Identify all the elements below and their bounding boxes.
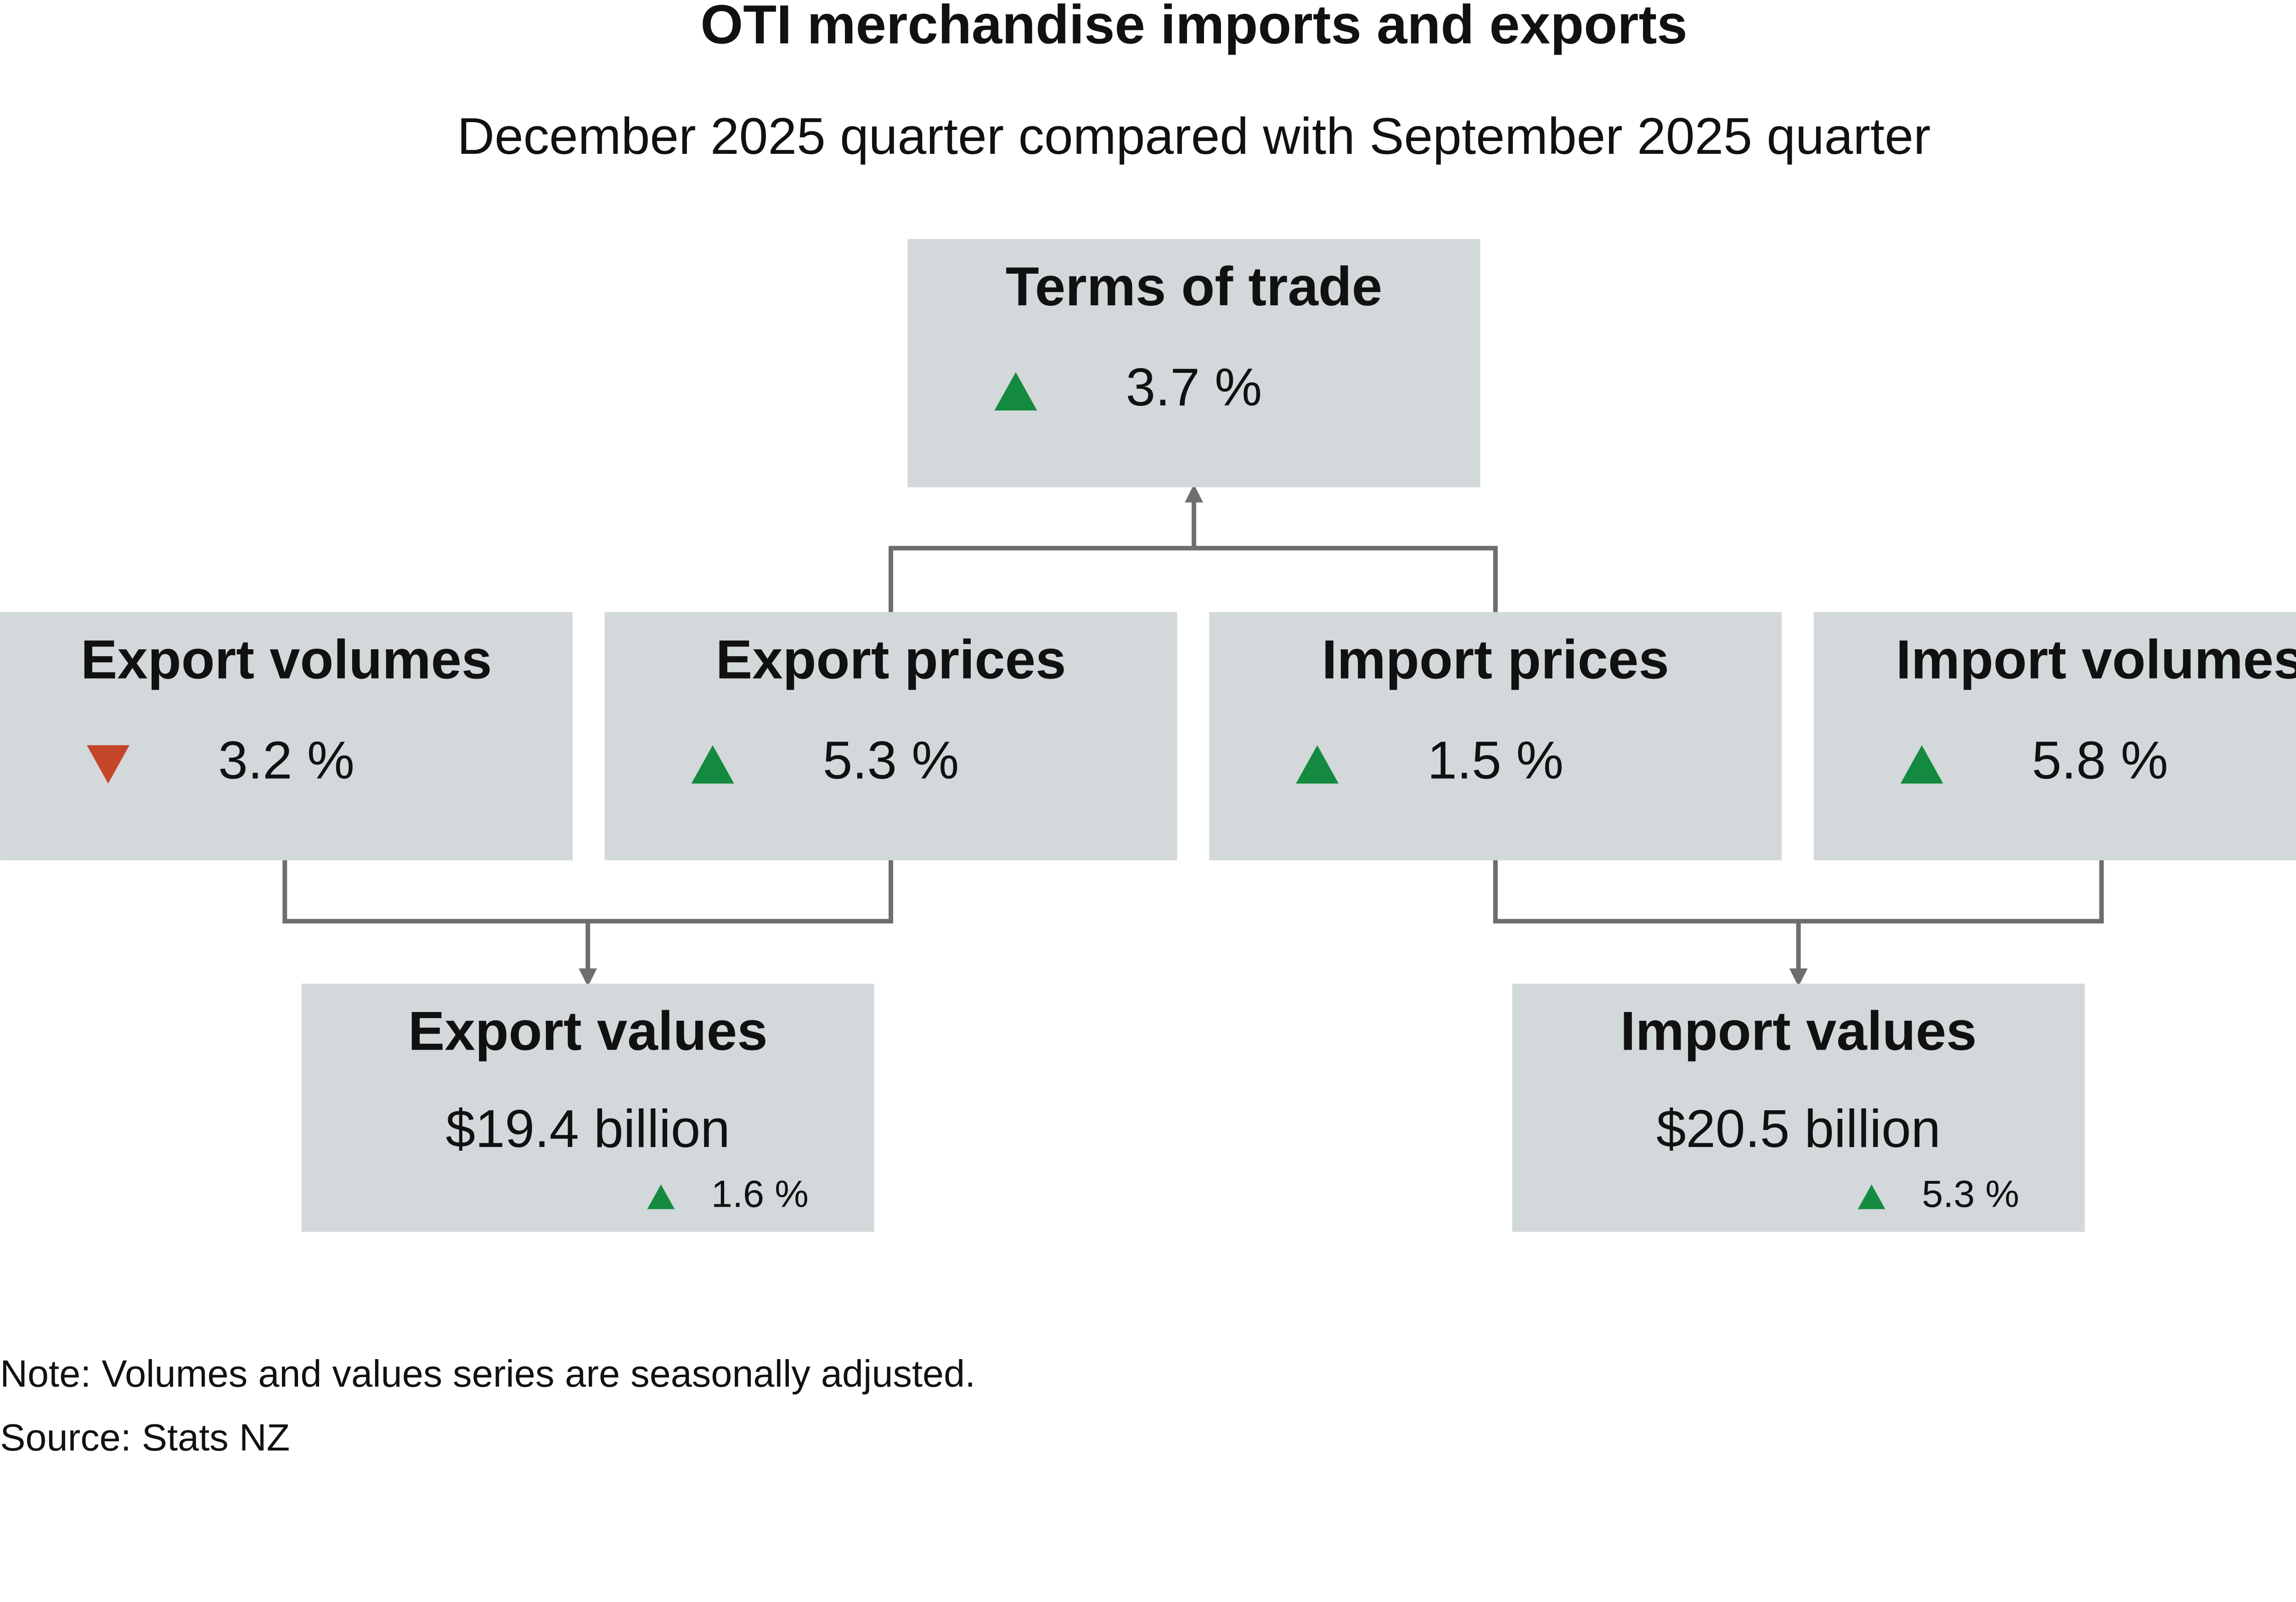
- node: Import values $20.5 billion 5.3 %: [1512, 984, 2085, 1232]
- node-label: Import values: [1620, 1001, 1976, 1062]
- up-arrow: [1900, 745, 1943, 784]
- up-arrow: [1857, 1184, 1885, 1209]
- node-label: Export values: [408, 1001, 768, 1062]
- node-value: 5.3 %: [823, 730, 959, 790]
- node: Export volumes 3.2 %: [0, 612, 573, 860]
- node-change: 5.3 %: [1922, 1172, 2019, 1215]
- node: Import prices 1.5 %: [1209, 612, 1782, 860]
- node: Export prices 5.3 %: [604, 612, 1177, 860]
- node: Terms of trade 3.7 %: [907, 239, 1480, 488]
- node-value: 3.2 %: [218, 730, 355, 790]
- node-value: 1.5 %: [1427, 730, 1564, 790]
- up-arrow: [1296, 745, 1339, 784]
- up-arrow: [647, 1184, 675, 1209]
- node-label: Import prices: [1322, 629, 1669, 690]
- connectors: [282, 484, 2104, 987]
- node-label: Export volumes: [81, 629, 492, 690]
- down-arrow: [87, 745, 129, 784]
- node-box: [604, 612, 1177, 860]
- connector: [1493, 859, 2104, 924]
- node-value: $19.4 billion: [445, 1099, 730, 1158]
- connector: [282, 859, 894, 924]
- node-value: 3.7 %: [1126, 357, 1262, 417]
- connector: [889, 545, 1498, 613]
- subtitle: December 2025 quarter compared with Sept…: [457, 107, 1931, 165]
- node-value: $20.5 billion: [1656, 1099, 1941, 1158]
- title: OTI merchandise imports and exports: [700, 0, 1687, 56]
- up-arrow: [691, 745, 734, 784]
- source: Source: Stats NZ: [0, 1416, 290, 1459]
- note: Note: Volumes and values series are seas…: [0, 1352, 975, 1395]
- node-box: [1512, 984, 2085, 1232]
- node-label: Import volumes: [1896, 629, 2296, 690]
- node-box: [301, 984, 874, 1232]
- up-arrow: [994, 372, 1037, 411]
- node-box: [0, 612, 573, 860]
- node-box: [1209, 612, 1782, 860]
- node-label: Terms of trade: [1006, 256, 1382, 317]
- node: Import volumes 5.8 %: [1813, 612, 2296, 860]
- node-label: Export prices: [716, 629, 1066, 690]
- node-change: 1.6 %: [711, 1172, 809, 1215]
- node-value: 5.8 %: [2032, 730, 2168, 790]
- node: Export values $19.4 billion 1.6 %: [301, 984, 874, 1232]
- node-box: [1813, 612, 2296, 860]
- node-box: [907, 239, 1480, 488]
